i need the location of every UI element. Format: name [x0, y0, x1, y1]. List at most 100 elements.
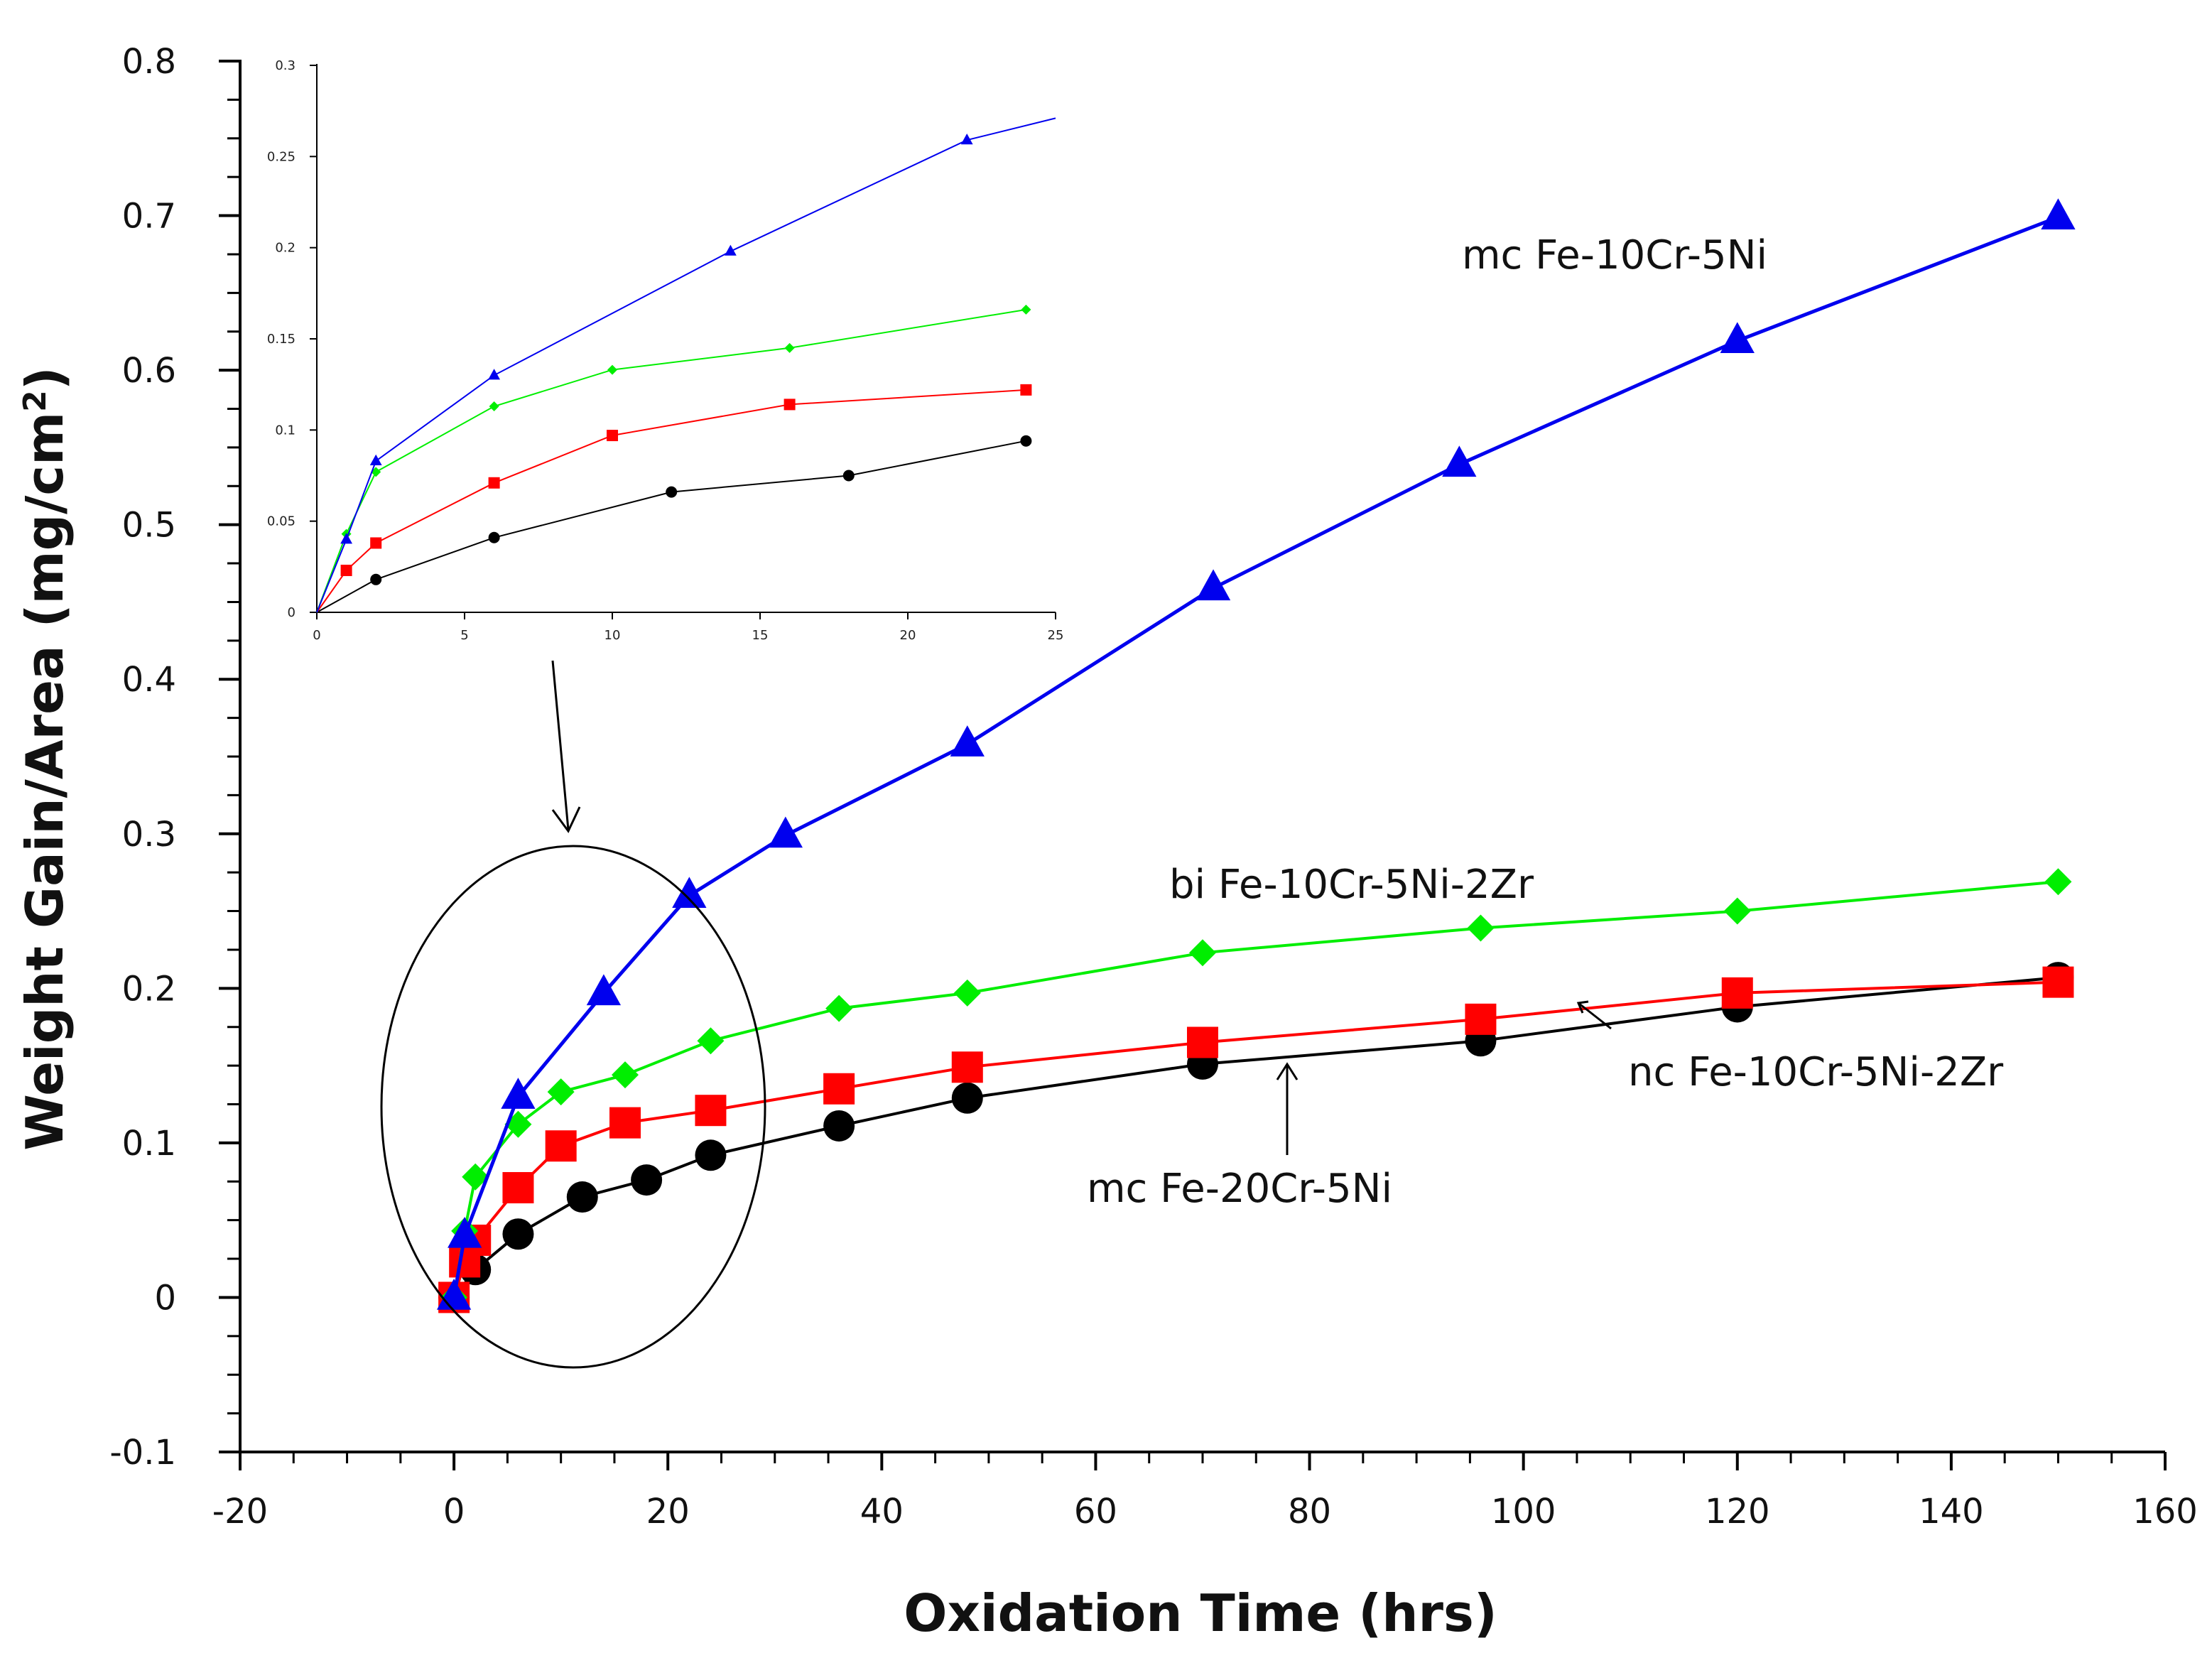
- data-point-triangle: [1720, 322, 1755, 354]
- inset-x-tick-label: 10: [604, 628, 621, 643]
- y-tick-label: 0.8: [122, 42, 176, 82]
- nc-label-pointer-line: [1578, 1002, 1612, 1030]
- inset-data-point-square: [784, 399, 796, 411]
- inset-data-point-diamond: [784, 342, 795, 353]
- data-point-square: [1465, 1003, 1497, 1035]
- data-point-diamond: [462, 1163, 489, 1191]
- label-nc-fe-10cr-5ni-2zr: nc Fe-10Cr-5Ni-2Zr: [1628, 1049, 2004, 1095]
- x-tick-label: 60: [1074, 1492, 1117, 1532]
- x-tick-label: 160: [2132, 1492, 2198, 1532]
- inset-x-tick-label: 5: [460, 628, 468, 643]
- data-point-diamond: [697, 1027, 725, 1055]
- data-point-diamond: [1723, 897, 1751, 925]
- inset-y-tick-label: 0.1: [275, 423, 296, 438]
- series-mc-fe-10cr-5ni: [436, 198, 2076, 1310]
- inset-data-point-circle: [666, 486, 678, 498]
- y-axis-title-sup: 2: [17, 390, 53, 412]
- inset-data-point-circle: [1020, 435, 1032, 447]
- inset-data-point-diamond: [607, 364, 617, 375]
- data-point-triangle: [1442, 445, 1477, 477]
- y-tick-label: -0.1: [109, 1433, 176, 1473]
- data-point-square: [1721, 977, 1753, 1009]
- series-bi-fe-10cr-5ni-2zr: [440, 868, 2072, 1311]
- y-tick-label: 0.7: [122, 197, 176, 237]
- data-point-triangle: [2041, 198, 2076, 229]
- inset-data-point-triangle: [488, 369, 500, 380]
- data-point-triangle: [950, 725, 985, 757]
- y-axis-title-main: Weight Gain/Area (mg/cm: [15, 412, 75, 1151]
- inset-x-tick-label: 15: [752, 628, 769, 643]
- data-point-diamond: [1189, 939, 1216, 967]
- y-tick-label: 0.3: [122, 815, 176, 855]
- inset-series-triangle: [316, 117, 1056, 613]
- data-point-square: [545, 1130, 577, 1162]
- inset-y-tick-label: 0: [288, 605, 296, 620]
- inset-data-point-square: [1020, 384, 1032, 396]
- data-point-circle: [631, 1164, 663, 1196]
- inset-y-tick-label: 0.15: [267, 332, 296, 347]
- inset-data-point-triangle: [369, 454, 382, 465]
- data-point-circle: [951, 1082, 983, 1114]
- data-point-triangle: [672, 877, 707, 909]
- inset-data-point-triangle: [960, 134, 973, 145]
- data-point-diamond: [2044, 868, 2072, 896]
- inset-series-line: [316, 440, 1026, 613]
- y-tick-label: 0.4: [122, 660, 176, 700]
- data-point-triangle: [448, 1216, 482, 1248]
- x-tick-label: 140: [1919, 1492, 1984, 1532]
- data-point-square: [695, 1095, 727, 1127]
- data-point-circle: [823, 1110, 855, 1142]
- inset-data-point-diamond: [489, 401, 499, 411]
- inset-data-point-triangle: [725, 244, 737, 256]
- data-point-circle: [502, 1218, 534, 1250]
- data-point-diamond: [1467, 914, 1495, 942]
- data-point-square: [823, 1073, 855, 1105]
- data-point-square: [1187, 1026, 1218, 1058]
- y-axis-title-end: ): [15, 367, 75, 390]
- inset-series-square: [316, 384, 1032, 613]
- inset-x-tick-label: 0: [313, 628, 320, 643]
- inset-series-circle: [316, 435, 1032, 613]
- inset-data-point-circle: [488, 531, 500, 543]
- data-point-square: [609, 1107, 641, 1139]
- data-point-triangle: [586, 974, 622, 1006]
- main-tick-labels: -20 0 20 40 60 80 100 120 140 160-0.100.10.20.30.…: [109, 42, 2197, 1532]
- data-point-square: [951, 1051, 983, 1083]
- y-tick-label: 0.1: [122, 1124, 176, 1164]
- data-point-square: [502, 1171, 534, 1203]
- data-point-diamond: [953, 979, 981, 1007]
- inset-background: [242, 43, 1066, 654]
- inset-tick-labels: 0 5 10 15 20 25 0 0.05 0.1 0.15 0.2 0.25 0.3: [267, 58, 1064, 643]
- main-ticks: [219, 60, 2167, 1470]
- main-series-group: [436, 198, 2076, 1313]
- y-tick-label: 0.2: [122, 969, 176, 1009]
- x-tick-label: -20: [212, 1492, 268, 1532]
- x-axis-title: Oxidation Time (hrs): [904, 1583, 1497, 1643]
- data-point-circle: [695, 1139, 727, 1171]
- x-tick-label: 20: [646, 1492, 690, 1532]
- inset-y-tick-label: 0.05: [267, 514, 296, 529]
- zoom-region-ellipse: [380, 845, 766, 1369]
- data-point-circle: [566, 1181, 598, 1213]
- inset-series-group: [316, 117, 1056, 613]
- data-point-triangle: [1196, 569, 1231, 601]
- x-tick-label: 120: [1705, 1492, 1770, 1532]
- y-axis-title: Weight Gain/Area (mg/cm2): [15, 367, 75, 1150]
- data-point-triangle: [501, 1078, 536, 1109]
- x-tick-label: 80: [1288, 1492, 1331, 1532]
- data-point-diamond: [547, 1078, 575, 1106]
- data-point-triangle: [768, 816, 803, 848]
- inset-ticks: [310, 65, 1056, 619]
- inset-data-point-triangle: [340, 533, 352, 544]
- x-tick-label: 0: [443, 1492, 465, 1532]
- inset-data-point-square: [607, 430, 618, 442]
- y-tick-label: 0: [154, 1278, 176, 1318]
- nc-label-pointer-head: [1576, 1000, 1589, 1014]
- x-tick-label: 40: [860, 1492, 904, 1532]
- x-tick-label: 100: [1491, 1492, 1556, 1532]
- inset-data-point-diamond: [1021, 304, 1031, 315]
- inset-data-point-circle: [842, 470, 855, 482]
- inset-y-tick-label: 0.3: [275, 58, 296, 73]
- data-point-diamond: [612, 1061, 639, 1089]
